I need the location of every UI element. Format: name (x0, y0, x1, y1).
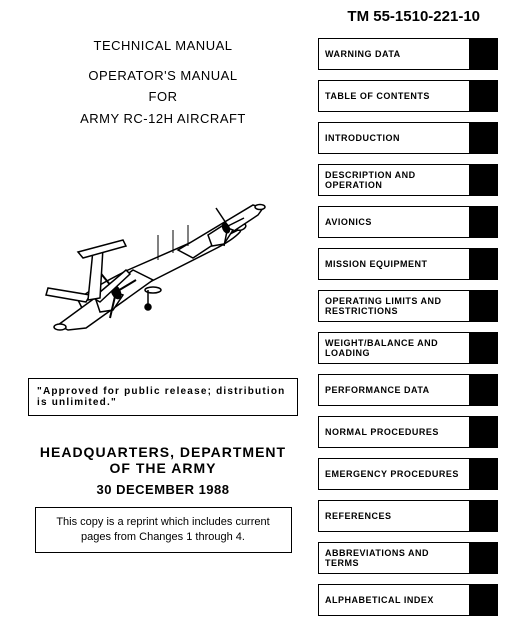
tab-mission-equipment: MISSION EQUIPMENT (318, 248, 498, 280)
title-block: TECHNICAL MANUAL OPERATOR'S MANUAL FOR A… (28, 36, 298, 128)
tab-label: OPERATING LIMITS AND RESTRICTIONS (319, 296, 469, 317)
tab-thumb (469, 375, 497, 405)
tab-table-of-contents: TABLE OF CONTENTS (318, 80, 498, 112)
tm-number: TM 55-1510-221-10 (347, 8, 480, 25)
tab-references: REFERENCES (318, 500, 498, 532)
tab-thumb (469, 459, 497, 489)
title-line-4: ARMY RC-12H AIRCRAFT (28, 109, 298, 129)
tab-normal-procedures: NORMAL PROCEDURES (318, 416, 498, 448)
tab-thumb (469, 417, 497, 447)
tab-thumb (469, 123, 497, 153)
release-statement-text: "Approved for public release; distributi… (37, 386, 286, 408)
tab-label: TABLE OF CONTENTS (319, 91, 469, 101)
tab-label: WARNING DATA (319, 49, 469, 59)
tab-abbreviations-terms: ABBREVIATIONS AND TERMS (318, 542, 498, 574)
tab-thumb (469, 585, 497, 615)
tab-introduction: INTRODUCTION (318, 122, 498, 154)
section-tabs: WARNING DATA TABLE OF CONTENTS INTRODUCT… (318, 38, 498, 626)
title-line-1: TECHNICAL MANUAL (28, 36, 298, 56)
tab-alphabetical-index: ALPHABETICAL INDEX (318, 584, 498, 616)
tab-label: AVIONICS (319, 217, 469, 227)
title-line-3: FOR (28, 87, 298, 107)
tab-label: ABBREVIATIONS AND TERMS (319, 548, 469, 569)
tab-thumb (469, 249, 497, 279)
reprint-line-2: pages from Changes 1 through 4. (81, 531, 245, 543)
tab-label: PERFORMANCE DATA (319, 385, 469, 395)
hq-line-1: HEADQUARTERS, DEPARTMENT (28, 444, 298, 460)
hq-line-2: OF THE ARMY (28, 460, 298, 476)
left-column: TECHNICAL MANUAL OPERATOR'S MANUAL FOR A… (28, 36, 298, 553)
title-line-2: OPERATOR'S MANUAL (28, 66, 298, 86)
tab-thumb (469, 501, 497, 531)
headquarters-block: HEADQUARTERS, DEPARTMENT OF THE ARMY (28, 444, 298, 476)
tab-weight-balance: WEIGHT/BALANCE AND LOADING (318, 332, 498, 364)
tab-emergency-procedures: EMERGENCY PROCEDURES (318, 458, 498, 490)
tab-warning-data: WARNING DATA (318, 38, 498, 70)
tab-label: NORMAL PROCEDURES (319, 427, 469, 437)
page-root: TM 55-1510-221-10 TECHNICAL MANUAL OPERA… (0, 0, 510, 641)
tab-label: INTRODUCTION (319, 133, 469, 143)
publication-date: 30 DECEMBER 1988 (28, 482, 298, 497)
tab-thumb (469, 543, 497, 573)
tab-thumb (469, 165, 497, 195)
tab-thumb (469, 39, 497, 69)
tab-description-operation: DESCRIPTION AND OPERATION (318, 164, 498, 196)
tab-label: EMERGENCY PROCEDURES (319, 469, 469, 479)
reprint-line-1: This copy is a reprint which includes cu… (56, 516, 269, 528)
tab-label: MISSION EQUIPMENT (319, 259, 469, 269)
release-statement-box: "Approved for public release; distributi… (28, 378, 298, 416)
tab-label: ALPHABETICAL INDEX (319, 595, 469, 605)
tab-thumb (469, 291, 497, 321)
tab-performance-data: PERFORMANCE DATA (318, 374, 498, 406)
tab-thumb (469, 81, 497, 111)
tab-label: REFERENCES (319, 511, 469, 521)
tab-thumb (469, 207, 497, 237)
tab-thumb (469, 333, 497, 363)
aircraft-illustration (38, 150, 288, 350)
tab-avionics: AVIONICS (318, 206, 498, 238)
tab-label: DESCRIPTION AND OPERATION (319, 170, 469, 191)
reprint-notice-box: This copy is a reprint which includes cu… (35, 507, 292, 553)
tab-operating-limits: OPERATING LIMITS AND RESTRICTIONS (318, 290, 498, 322)
tab-label: WEIGHT/BALANCE AND LOADING (319, 338, 469, 359)
